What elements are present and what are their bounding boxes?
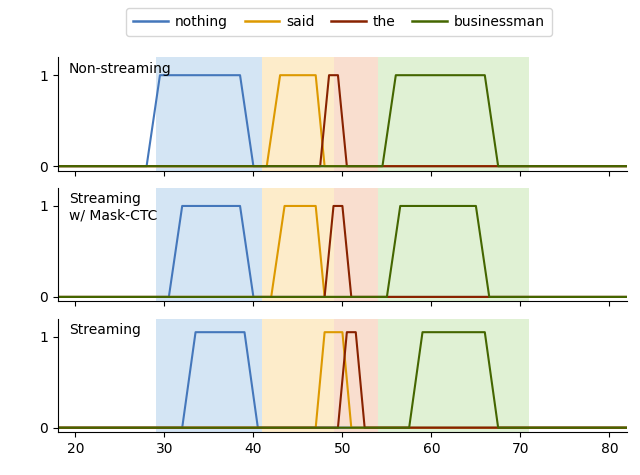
Bar [156,319,262,432]
Bar [333,319,378,432]
Text: Non-streaming: Non-streaming [69,62,172,76]
Bar [262,319,333,432]
Legend: nothing, said, the, businessman: nothing, said, the, businessman [126,8,552,36]
Bar [333,188,378,302]
Text: Streaming: Streaming [69,323,141,337]
Bar [378,188,529,302]
Bar [378,319,529,432]
Bar [156,57,262,171]
Text: Streaming
w/ Mask-CTC: Streaming w/ Mask-CTC [69,192,157,222]
Bar [262,57,333,171]
Bar [333,57,378,171]
Bar [262,188,333,302]
Bar [378,57,529,171]
Bar [156,188,262,302]
